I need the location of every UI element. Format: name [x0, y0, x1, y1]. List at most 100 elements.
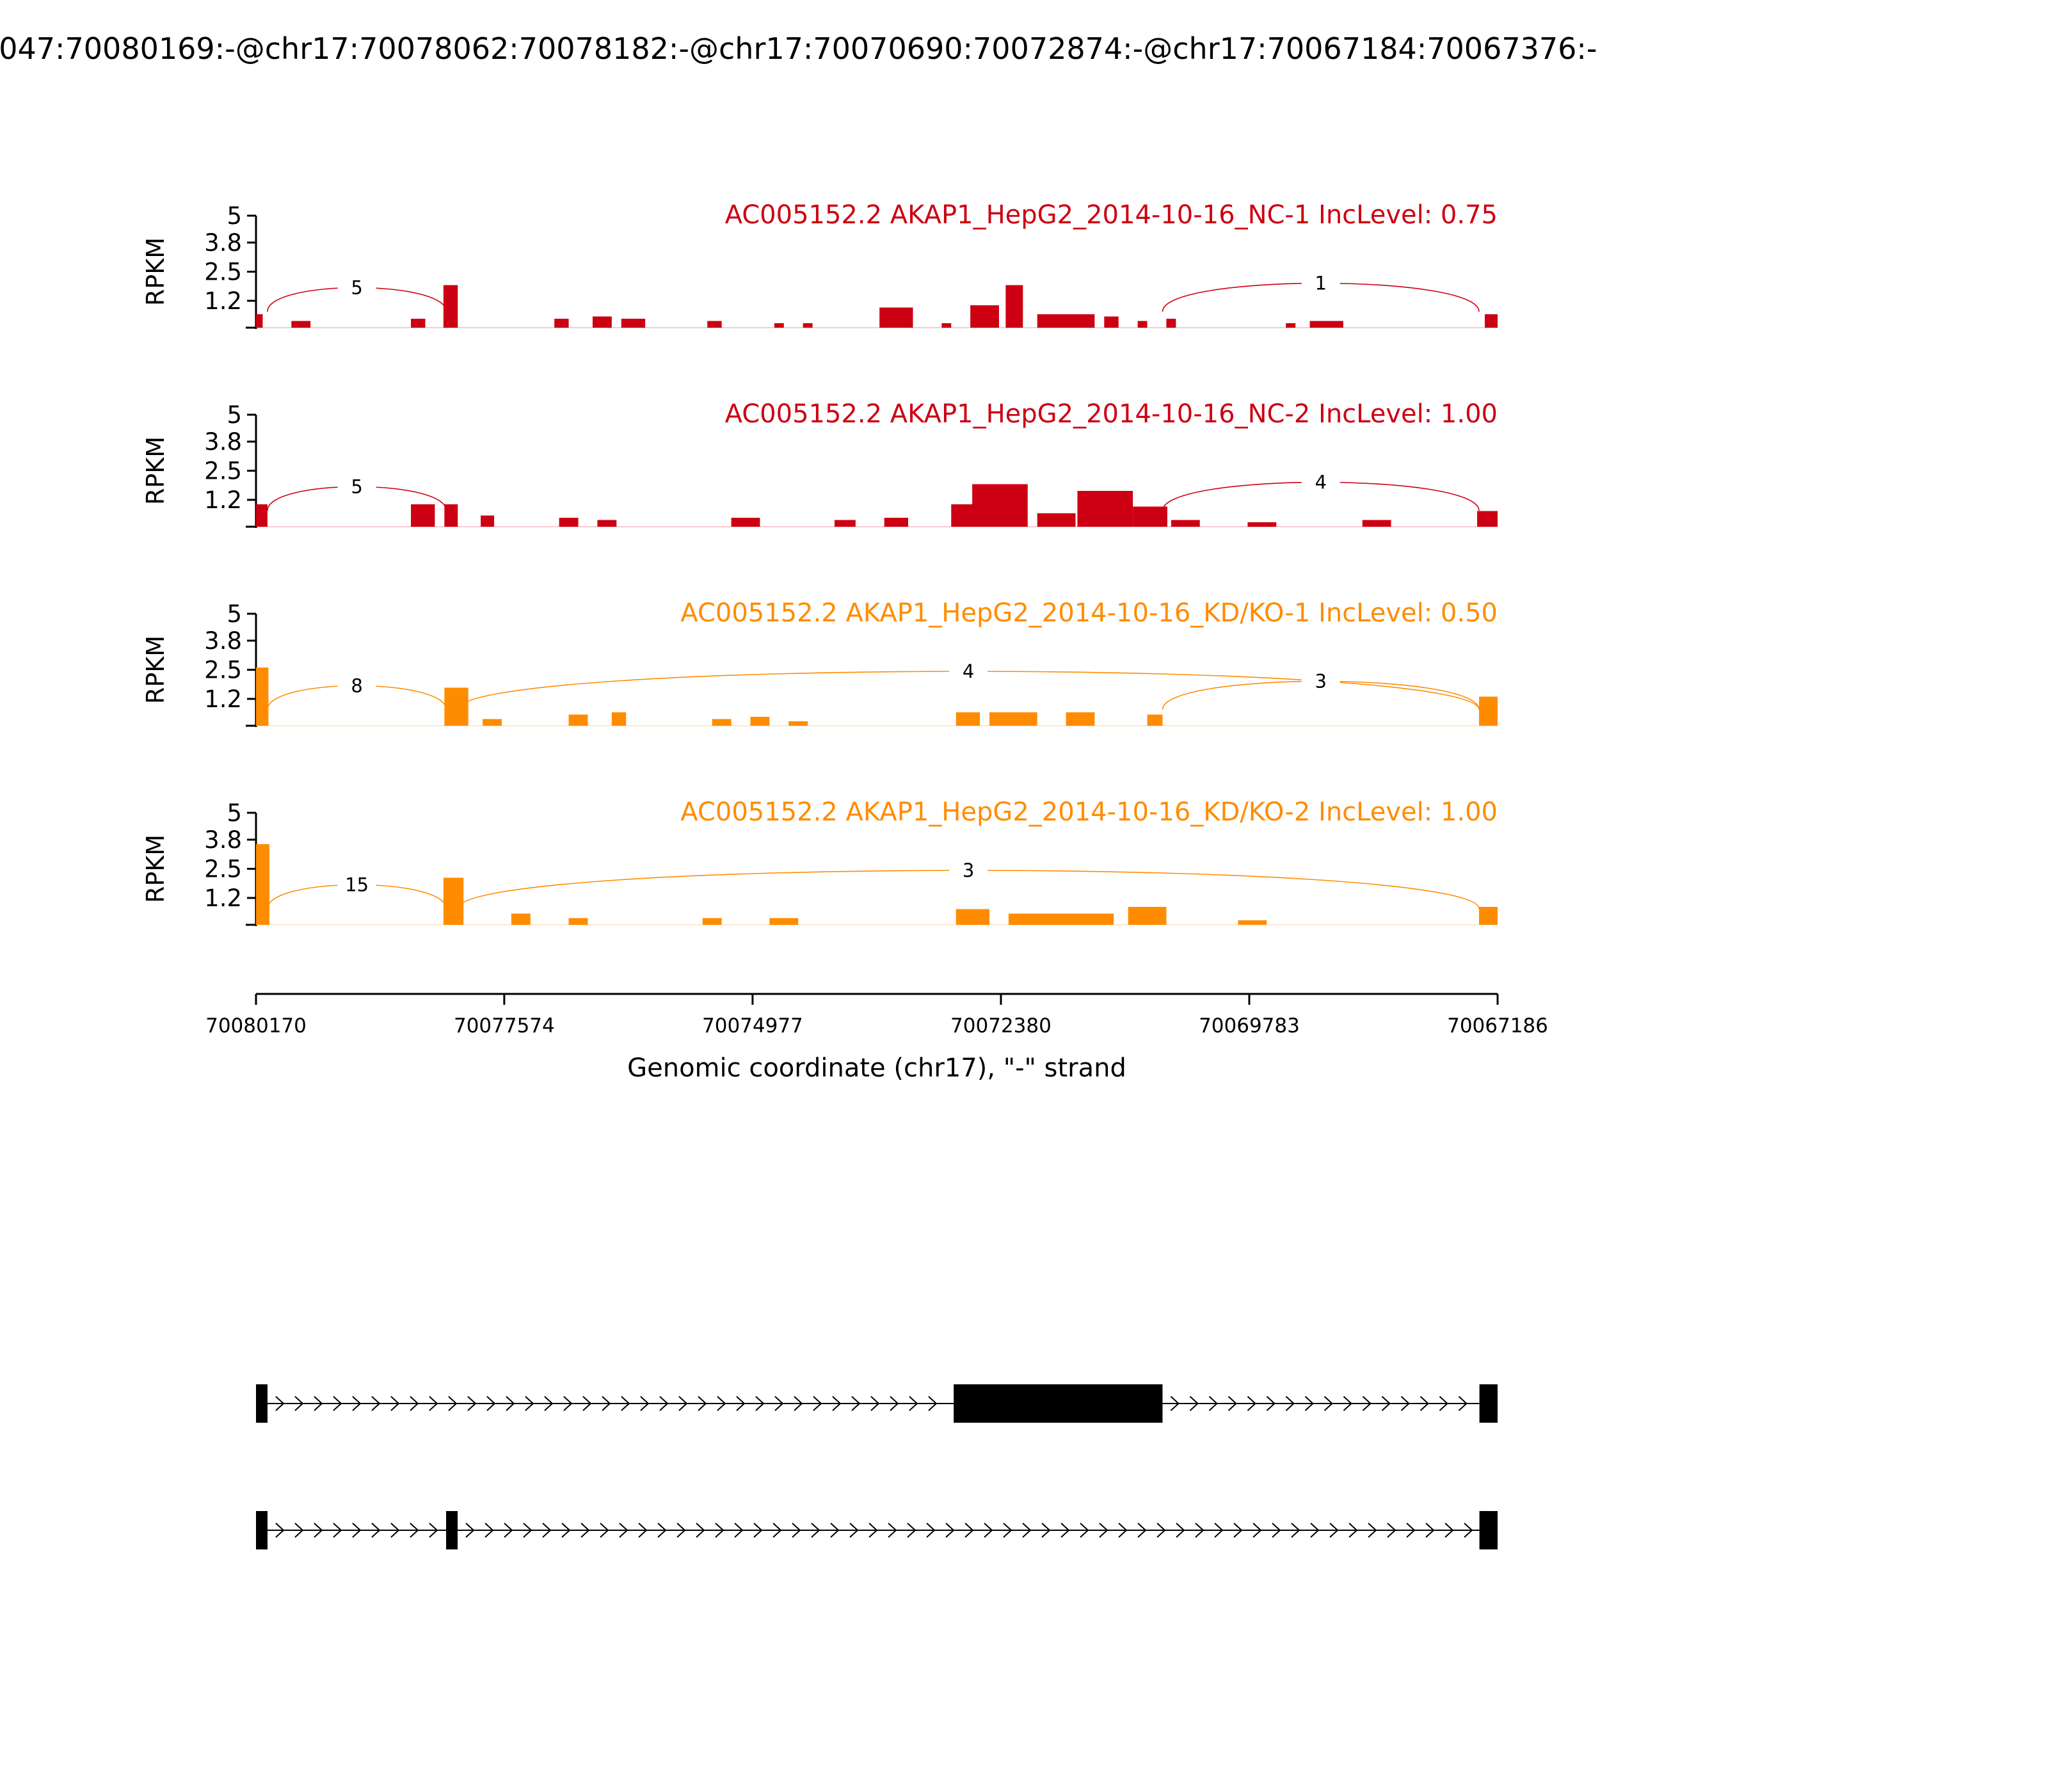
strand-arrow: [1041, 1523, 1051, 1538]
junction-label-background: [337, 872, 376, 894]
strand-arrow: [794, 1396, 803, 1411]
strand-arrow: [1099, 1523, 1108, 1538]
coverage-bar: [788, 721, 808, 726]
strand-arrow: [275, 1523, 285, 1538]
strand-arrow: [1214, 1523, 1224, 1538]
strand-arrow: [410, 1396, 419, 1411]
y-tick-label: 2.5: [204, 856, 242, 883]
coverage-bar: [592, 316, 612, 328]
x-axis: Genomic coordinate (chr17), "-" strand 7…: [205, 993, 1548, 1083]
coverage-bar: [884, 518, 909, 527]
strand-arrow: [1285, 1396, 1295, 1411]
coverage-bar: [707, 321, 722, 328]
strand-arrow: [888, 1523, 897, 1538]
strand-arrow: [410, 1523, 419, 1538]
x-tick-label: 70074977: [702, 1014, 803, 1037]
coverage-bar: [1077, 491, 1133, 527]
coverage-bar: [597, 520, 617, 527]
strand-arrow: [753, 1523, 763, 1538]
junction-count-label: 3: [963, 860, 974, 881]
strand-arrow: [390, 1523, 400, 1538]
coverage-bar: [1104, 316, 1119, 328]
strand-arrow: [1343, 1396, 1352, 1411]
strand-arrow: [1362, 1396, 1372, 1411]
coverage-bar: [731, 518, 760, 527]
coverage-bar: [621, 319, 646, 328]
strand-arrow: [1406, 1523, 1416, 1538]
strand-arrow: [1233, 1523, 1243, 1538]
exon-block: [954, 1384, 1163, 1423]
x-axis-label: Genomic coordinate (chr17), "-" strand: [627, 1053, 1126, 1083]
strand-arrow: [870, 1396, 880, 1411]
strand-arrow: [696, 1523, 705, 1538]
strand-arrow: [352, 1396, 362, 1411]
coverage-bar: [483, 719, 502, 726]
strand-arrow: [1189, 1396, 1199, 1411]
strand-arrow: [659, 1396, 669, 1411]
exon-block: [1479, 1511, 1498, 1549]
strand-arrow: [465, 1523, 475, 1538]
y-tick-label: 5: [227, 202, 242, 230]
strand-arrow: [602, 1396, 611, 1411]
y-tick-label: 2.5: [204, 259, 242, 286]
coverage-bar: [1037, 314, 1095, 328]
junction-count-label: 8: [351, 675, 362, 697]
strand-arrow: [314, 1396, 323, 1411]
coverage-bar: [769, 918, 799, 925]
strand-arrow: [1304, 1396, 1314, 1411]
coverage-bar: [834, 520, 856, 527]
coverage-bar: [970, 305, 999, 328]
panel-title: AC005152.2 AKAP1_HepG2_2014-10-16_KD/KO-…: [680, 598, 1498, 628]
strand-arrow: [333, 1396, 342, 1411]
coverage-bar: [291, 321, 311, 328]
junction-label-background: [1301, 668, 1340, 691]
coverage-bar: [568, 714, 588, 726]
strand-arrow: [1387, 1523, 1396, 1538]
strand-arrow: [830, 1523, 840, 1538]
strand-arrow: [467, 1396, 477, 1411]
strand-arrow: [736, 1396, 746, 1411]
strand-arrow: [1310, 1523, 1320, 1538]
coverage-bar: [256, 668, 269, 726]
strand-arrow: [734, 1523, 744, 1538]
coverage-bar: [554, 319, 569, 328]
strand-arrow: [813, 1396, 822, 1411]
coverage-bar: [1309, 321, 1343, 328]
strand-arrow: [928, 1396, 938, 1411]
coverage-bar: [1137, 321, 1148, 328]
strand-arrow: [1291, 1523, 1300, 1538]
junction-count-label: 4: [1315, 471, 1327, 493]
x-tick-label: 70072380: [950, 1014, 1052, 1037]
strand-arrow: [448, 1396, 458, 1411]
transcript-track: [256, 1384, 1498, 1423]
strand-arrow: [715, 1523, 724, 1538]
strand-arrow: [772, 1523, 782, 1538]
strand-arrow: [1208, 1396, 1218, 1411]
junction-label-background: [949, 659, 988, 680]
strand-arrow: [964, 1523, 974, 1538]
strand-arrow: [542, 1523, 552, 1538]
strand-arrow: [580, 1523, 590, 1538]
strand-arrow: [1003, 1523, 1012, 1538]
coverage-bar: [611, 712, 627, 726]
coverage-bar: [956, 909, 990, 925]
strand-arrow: [1324, 1396, 1333, 1411]
coverage-bar: [879, 307, 913, 328]
y-tick-label: 3.8: [204, 229, 242, 257]
y-tick-label: 5: [227, 600, 242, 628]
junction-count-label: 3: [1315, 670, 1327, 692]
strand-arrow: [1247, 1396, 1256, 1411]
junction-label-background: [1301, 270, 1340, 292]
y-tick-label: 2.5: [204, 458, 242, 485]
coverage-bar: [444, 687, 468, 726]
strand-arrow: [1425, 1523, 1435, 1538]
strand-arrow: [755, 1396, 765, 1411]
strand-arrow: [429, 1396, 438, 1411]
coverage-bar: [972, 484, 1028, 527]
strand-arrow: [890, 1396, 899, 1411]
strand-arrow: [678, 1396, 688, 1411]
strand-arrow: [1156, 1523, 1166, 1538]
